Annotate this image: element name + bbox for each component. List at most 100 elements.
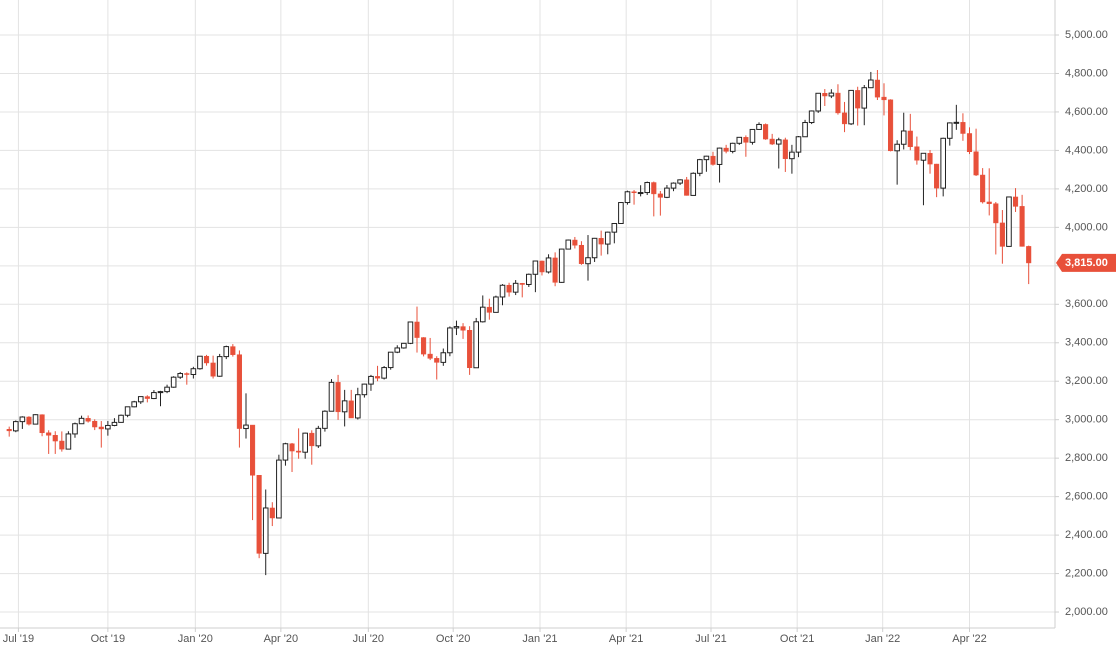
candle-body [473,321,479,369]
candle-body [250,424,256,476]
candle-body [743,137,749,143]
candle-body [414,321,420,338]
candle-body [243,424,249,430]
candle-body [558,248,565,283]
candle-body [355,394,361,419]
candle-body [808,110,815,124]
candle-body [690,172,697,196]
candle-body [368,375,374,385]
candle-body [874,79,880,98]
candle-body [585,257,591,265]
candle-body [184,373,190,375]
candle-body [210,362,216,377]
candles [6,70,1032,576]
candle-body [151,392,157,400]
candle-body [12,421,19,432]
candle-body [322,410,328,429]
candle-body [888,99,894,152]
candle-body [131,401,137,408]
candle-body [32,414,39,425]
candle-body [111,421,118,426]
x-tick-label: Jul '20 [353,633,384,645]
candle-body [282,443,289,461]
candle-body [940,137,946,189]
candle-body [453,326,460,329]
candle-body [993,203,999,224]
candle-body [177,373,184,378]
x-tick-label: Apr '21 [609,633,644,645]
candle-body [861,87,868,109]
candle-body [203,355,210,364]
candle-body [631,191,637,194]
candle-body [545,257,552,273]
candle-body [216,356,223,377]
candle-body [394,347,401,353]
candle-body [407,321,414,344]
candle-body [164,386,170,393]
y-tick-label: 3,000.00 [1065,414,1108,426]
candle-body [493,296,499,313]
candle-body [479,306,486,323]
candle-body [19,416,26,423]
candle-body [927,153,933,165]
candle-body [98,426,104,430]
candle-body [170,376,177,388]
y-tick-label: 4,600.00 [1065,106,1108,118]
y-tick-label: 3,600.00 [1065,298,1108,310]
candle-body [348,400,354,419]
x-tick-label: Oct '21 [780,633,815,645]
candle-body [1019,206,1025,247]
candle-body [664,187,670,198]
y-tick-label: 2,600.00 [1065,491,1108,503]
last-price-label: 3,815.00 [1065,257,1108,269]
candle-body [512,282,519,293]
y-tick-label: 2,800.00 [1065,452,1108,464]
candle-body [137,396,144,403]
candle-body [1006,196,1012,247]
candle-body [289,443,295,452]
candle-body [269,507,275,519]
candle-body [986,201,992,204]
candle-body [335,382,341,413]
candle-body [782,139,788,159]
candle-body [39,414,45,434]
x-tick-label: Jul '21 [695,633,726,645]
y-tick-label: 4,800.00 [1065,67,1108,79]
candle-body [815,92,822,112]
y-tick-label: 2,400.00 [1065,529,1108,541]
candle-body [552,257,558,283]
x-tick-label: Apr '22 [952,633,987,645]
candle-body [302,432,308,453]
x-tick-label: Jul '19 [3,633,34,645]
candle-body [591,237,598,259]
y-tick-label: 3,200.00 [1065,375,1108,387]
x-tick-label: Jan '20 [178,633,213,645]
candle-body [223,346,230,358]
candle-body [118,414,124,423]
candle-body [670,182,677,189]
y-tick-label: 4,000.00 [1065,221,1108,233]
candle-body [26,416,32,425]
candle-body [328,381,335,412]
candle-body [92,420,98,428]
y-tick-label: 2,000.00 [1065,606,1108,618]
candle-body [1012,196,1019,207]
y-tick-label: 4,400.00 [1065,144,1108,156]
candle-body [427,353,433,359]
candle-body [190,368,197,375]
candle-body [467,330,473,369]
candle-body [914,146,920,161]
candle-body [52,435,58,442]
candle-body [526,273,532,285]
candle-body [697,159,703,174]
candle-body [677,179,683,184]
candle-body [578,244,584,264]
candle-body [604,231,611,245]
candle-body [848,89,854,125]
y-tick-label: 3,400.00 [1065,337,1108,349]
x-tick-label: Oct '19 [91,633,126,645]
candle-body [946,122,953,139]
grid [0,0,1055,628]
candle-body [789,151,795,160]
